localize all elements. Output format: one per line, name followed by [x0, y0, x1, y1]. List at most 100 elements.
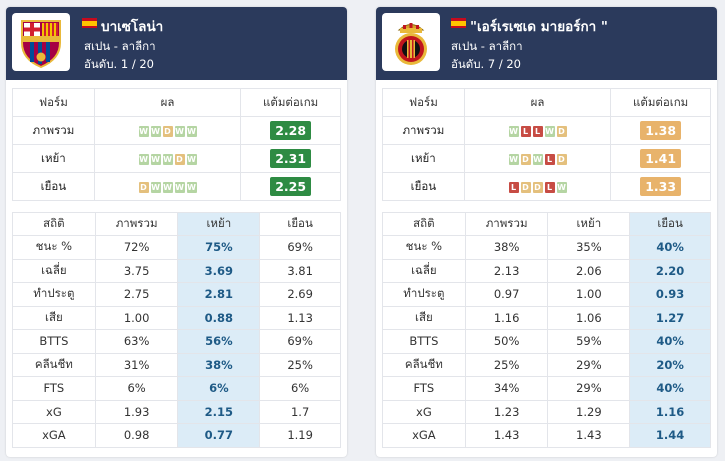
form-result-badge[interactable]: D	[520, 181, 531, 193]
ppg-badge: 2.28	[270, 121, 312, 140]
form-row-label: เยือน	[12, 172, 95, 201]
stats-row: ชนะ % 38% 35% 40%	[382, 235, 711, 260]
stats-row: ทำประตู 2.75 2.81 2.69	[12, 282, 341, 307]
stat-value: 38%	[177, 352, 261, 377]
ppg-header: แต้มต่อเกม	[610, 88, 711, 117]
results-header: ผล	[93, 88, 242, 117]
form-result-badge[interactable]: W	[138, 153, 149, 165]
form-result-badge[interactable]: W	[150, 125, 161, 137]
stats-header: สถิติ	[382, 212, 466, 236]
stat-value: 1.06	[547, 305, 631, 330]
form-result-badge[interactable]: W	[186, 153, 197, 165]
stats-row: คลีนชีท 25% 29% 20%	[382, 352, 711, 377]
stats-header: สถิติ	[12, 212, 96, 236]
stat-value: 1.00	[547, 282, 631, 307]
ppg-badge: 1.38	[640, 121, 682, 140]
stats-row: คลีนชีท 31% 38% 25%	[12, 352, 341, 377]
form-result-badge[interactable]: W	[508, 125, 519, 137]
form-result-badge[interactable]: D	[162, 125, 173, 137]
stats-row: xG 1.93 2.15 1.7	[12, 399, 341, 424]
form-row-label: ภาพรวม	[382, 116, 465, 145]
stat-value: 31%	[94, 352, 179, 377]
form-result-badge[interactable]: W	[162, 181, 173, 193]
team-card-barcelona: บาเซโลน่า สเปน - ลาลีกา อันดับ. 1 / 20 ฟ…	[6, 7, 347, 457]
stats-row: ทำประตู 0.97 1.00 0.93	[382, 282, 711, 307]
form-result-badge[interactable]: W	[544, 125, 555, 137]
ppg-cell: 1.41	[610, 144, 711, 173]
team-name[interactable]: บาเซโลน่า	[101, 19, 164, 35]
form-result-badge[interactable]: L	[520, 125, 531, 137]
spain-flag-icon	[451, 18, 466, 28]
form-row-label: เหย้า	[382, 144, 465, 173]
form-result-badge[interactable]: D	[532, 181, 543, 193]
form-result-badge[interactable]: W	[138, 125, 149, 137]
form-result-badge[interactable]: W	[150, 153, 161, 165]
stat-value: 3.81	[259, 258, 341, 283]
stat-label: BTTS	[12, 329, 96, 354]
form-result-badge[interactable]: D	[174, 153, 185, 165]
ppg-cell: 2.31	[240, 144, 341, 173]
stat-value: 2.81	[177, 282, 261, 307]
form-result-badge[interactable]: W	[162, 153, 173, 165]
form-result-badge[interactable]: L	[544, 153, 555, 165]
stat-value: 29%	[547, 352, 631, 377]
form-result-badge[interactable]: W	[532, 153, 543, 165]
fc-barcelona-crest-icon[interactable]	[12, 13, 70, 71]
stat-label: เฉลี่ย	[12, 258, 96, 283]
stat-value: 1.00	[94, 305, 179, 330]
stat-label: คลีนชีท	[382, 352, 466, 377]
form-result-badge[interactable]: D	[520, 153, 531, 165]
stat-value: 40%	[629, 329, 711, 354]
form-result-badge[interactable]: L	[544, 181, 555, 193]
team-rank: อันดับ. 7 / 20	[451, 57, 521, 71]
form-result-badge[interactable]: W	[186, 125, 197, 137]
ppg-badge: 1.41	[640, 149, 682, 168]
stats-row: xGA 0.98 0.77 1.19	[12, 423, 341, 448]
form-result-badge[interactable]: W	[174, 125, 185, 137]
stat-value: 2.69	[259, 282, 341, 307]
team-rank: อันดับ. 1 / 20	[84, 57, 154, 71]
team-name[interactable]: "เอร์เรเซเด มายอร์กา "	[470, 19, 608, 35]
form-result-badge[interactable]: W	[186, 181, 197, 193]
form-result-badge[interactable]: D	[556, 125, 567, 137]
ppg-badge: 2.25	[270, 177, 312, 196]
stat-value: 1.19	[259, 423, 341, 448]
form-result-badge[interactable]: W	[174, 181, 185, 193]
form-result-badge[interactable]: D	[556, 153, 567, 165]
home-header: เหย้า	[547, 212, 631, 236]
form-result-badge[interactable]: W	[556, 181, 567, 193]
overall-header: ภาพรวม	[94, 212, 179, 236]
stats-row: xG 1.23 1.29 1.16	[382, 399, 711, 424]
stat-value: 6%	[177, 376, 261, 401]
stats-row: xGA 1.43 1.43 1.44	[382, 423, 711, 448]
results-header: ผล	[463, 88, 612, 117]
ppg-cell: 2.25	[240, 172, 341, 201]
stat-value: 2.20	[629, 258, 711, 283]
stat-label: FTS	[382, 376, 466, 401]
form-result-badge[interactable]: W	[150, 181, 161, 193]
stat-label: เสีย	[12, 305, 96, 330]
team-card-mallorca: "เอร์เรเซเด มายอร์กา " สเปน - ลาลีกา อัน…	[376, 7, 717, 457]
ppg-header: แต้มต่อเกม	[240, 88, 341, 117]
stat-value: 69%	[259, 235, 341, 260]
stat-value: 72%	[94, 235, 179, 260]
form-result-badge[interactable]: L	[508, 181, 519, 193]
form-result-badge[interactable]: W	[508, 153, 519, 165]
ppg-badge: 2.31	[270, 149, 312, 168]
stat-value: 1.27	[629, 305, 711, 330]
rcd-mallorca-crest-icon[interactable]	[382, 13, 440, 71]
stat-value: 25%	[464, 352, 549, 377]
stat-value: 34%	[464, 376, 549, 401]
stat-value: 1.13	[259, 305, 341, 330]
stat-value: 59%	[547, 329, 631, 354]
stat-value: 2.06	[547, 258, 631, 283]
form-result-badge[interactable]: D	[138, 181, 149, 193]
stats-row: FTS 34% 29% 40%	[382, 376, 711, 401]
form-result-badge[interactable]: L	[532, 125, 543, 137]
